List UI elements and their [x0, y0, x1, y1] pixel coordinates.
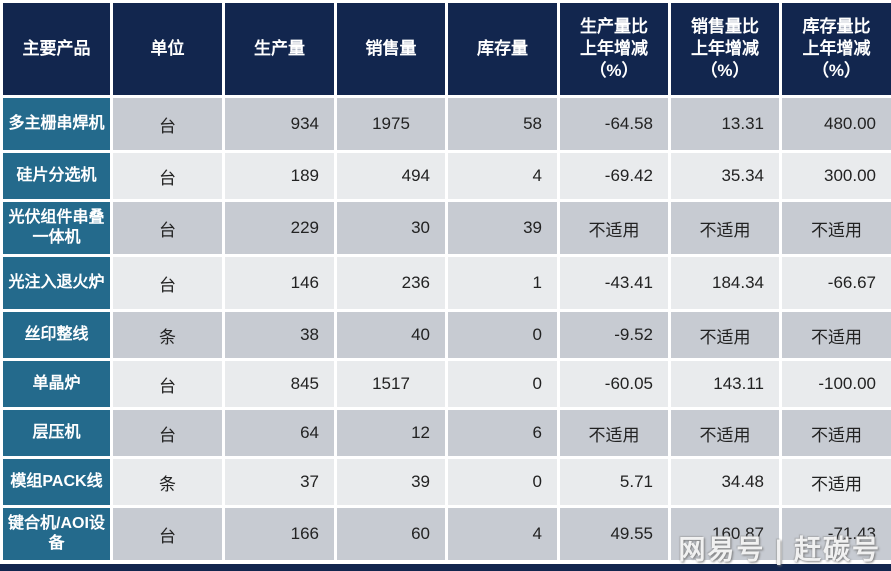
table-row-6: 层压机台 64 12 6 不适用 不适用 不适用: [0, 407, 891, 459]
table-bottom-edge: [0, 564, 891, 571]
table-cell: 480.00: [779, 95, 891, 153]
table-cell: 条: [110, 456, 225, 508]
table-cell: 不适用: [668, 407, 782, 459]
table-cell: 229: [222, 199, 337, 257]
table-row-3: 光注入退火炉台 146 236 1 -43.41 184.34 -66.67: [0, 254, 891, 312]
table-cell: 236: [334, 254, 448, 312]
table-cell: 4: [445, 150, 560, 202]
product-name-cell: 单晶炉: [0, 358, 113, 410]
table-row-1: 硅片分选机台 189 494 4 -69.42 35.34 300.00: [0, 150, 891, 202]
table-cell: -9.52: [557, 309, 671, 361]
column-header-3: 销售量: [334, 0, 448, 98]
table-cell: 条: [110, 309, 225, 361]
table-cell: 不适用: [668, 199, 782, 257]
table-cell: 1517: [334, 358, 448, 410]
product-name-cell: 模组PACK线: [0, 456, 113, 508]
table-cell: 38: [222, 309, 337, 361]
product-name-cell: 丝印整线: [0, 309, 113, 361]
table-cell: -69.42: [557, 150, 671, 202]
column-header-0: 主要产品: [0, 0, 113, 98]
table-cell: 845: [222, 358, 337, 410]
table-cell: 49.55: [557, 505, 671, 563]
column-header-4: 库存量: [445, 0, 560, 98]
table-cell: 1975: [334, 95, 448, 153]
table-cell: 34.48: [668, 456, 782, 508]
table-cell: 35.34: [668, 150, 782, 202]
table-row-7: 模组PACK线条 37 39 0 5.71 34.48 不适用: [0, 456, 891, 508]
column-header-2: 生产量: [222, 0, 337, 98]
table-cell: 台: [110, 150, 225, 202]
table-cell: 不适用: [779, 456, 891, 508]
header-row: 主要产品 单位 生产量 销售量 库存量 生产量比 上年增减 （%） 销售量比 上年增减 （%…: [0, 0, 891, 98]
column-header-1: 单位: [110, 0, 225, 98]
table-cell: 146: [222, 254, 337, 312]
table-cell: 160.87: [668, 505, 782, 563]
table-row-5: 单晶炉台 845 1517 0 -60.05 143.11 -100.00: [0, 358, 891, 410]
table-cell: 不适用: [668, 309, 782, 361]
table-cell: 0: [445, 358, 560, 410]
table-cell: 58: [445, 95, 560, 153]
table-cell: 台: [110, 407, 225, 459]
table-cell: 不适用: [557, 199, 671, 257]
product-name-cell: 键合机/AOI设备: [0, 505, 113, 563]
table-row-4: 丝印整线条 38 40 0 -9.52 不适用 不适用: [0, 309, 891, 361]
table-cell: 台: [110, 505, 225, 563]
product-name-cell: 多主栅串焊机: [0, 95, 113, 153]
table-cell: -60.05: [557, 358, 671, 410]
table-cell: 台: [110, 95, 225, 153]
table-cell: -64.58: [557, 95, 671, 153]
table-row-0: 多主栅串焊机台 934 1975 58 -64.58 13.31 480.00: [0, 95, 891, 153]
table-cell: 0: [445, 456, 560, 508]
table-cell: 5.71: [557, 456, 671, 508]
table-cell: 494: [334, 150, 448, 202]
table-cell: 30: [334, 199, 448, 257]
table-cell: 39: [445, 199, 560, 257]
table-cell: 39: [334, 456, 448, 508]
table-cell: 台: [110, 254, 225, 312]
table-cell: 300.00: [779, 150, 891, 202]
table-cell: 台: [110, 358, 225, 410]
table-cell: 不适用: [779, 309, 891, 361]
column-header-5: 生产量比 上年增减 （%）: [557, 0, 671, 98]
table-cell: 166: [222, 505, 337, 563]
table-row-8: 键合机/AOI设备台 166 60 4 49.55 160.87 -71.43: [0, 505, 891, 563]
table-cell: -71.43: [779, 505, 891, 563]
table-cell: 0: [445, 309, 560, 361]
column-header-7: 库存量比 上年增减 （%）: [779, 0, 891, 98]
table-cell: -100.00: [779, 358, 891, 410]
table-cell: 143.11: [668, 358, 782, 410]
table-cell: 64: [222, 407, 337, 459]
product-name-cell: 硅片分选机: [0, 150, 113, 202]
table-cell: 40: [334, 309, 448, 361]
table-cell: -66.67: [779, 254, 891, 312]
column-header-6: 销售量比 上年增减 （%）: [668, 0, 782, 98]
table-cell: 6: [445, 407, 560, 459]
table-cell: 台: [110, 199, 225, 257]
table-cell: 13.31: [668, 95, 782, 153]
table-cell: 不适用: [779, 407, 891, 459]
table-cell: 37: [222, 456, 337, 508]
table-cell: 1: [445, 254, 560, 312]
table-cell: 184.34: [668, 254, 782, 312]
product-name-cell: 层压机: [0, 407, 113, 459]
table-cell: 12: [334, 407, 448, 459]
product-name-cell: 光伏组件串叠一体机: [0, 199, 113, 257]
table-cell: 60: [334, 505, 448, 563]
table-cell: 4: [445, 505, 560, 563]
table-cell: 189: [222, 150, 337, 202]
table-cell: 不适用: [779, 199, 891, 257]
product-name-cell: 光注入退火炉: [0, 254, 113, 312]
table-cell: -43.41: [557, 254, 671, 312]
table-row-2: 光伏组件串叠一体机台 229 30 39 不适用 不适用 不适用: [0, 199, 891, 257]
table-cell: 不适用: [557, 407, 671, 459]
table-cell: 934: [222, 95, 337, 153]
